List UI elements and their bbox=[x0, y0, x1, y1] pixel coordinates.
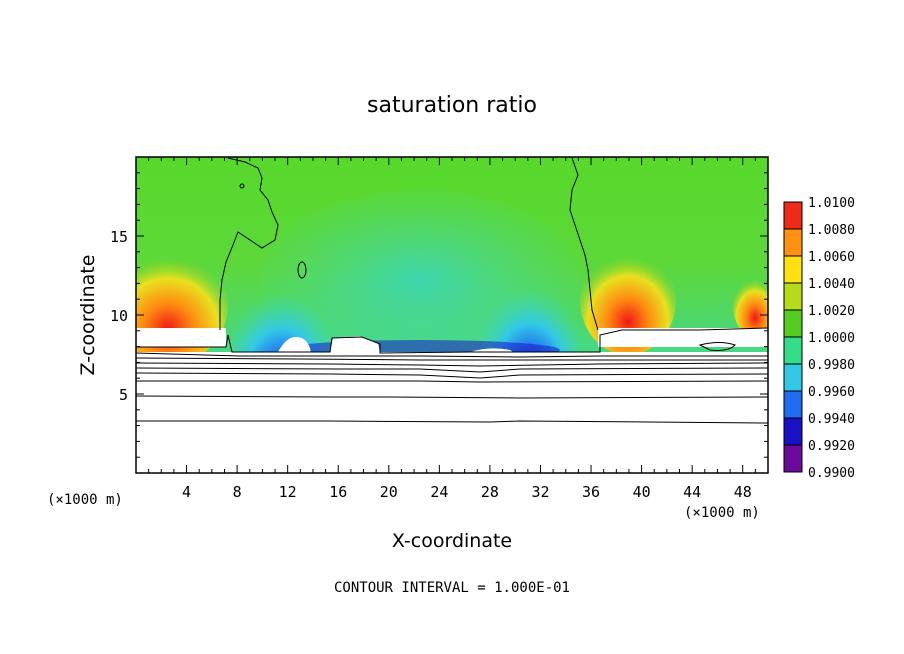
colorbar-label: 0.9980 bbox=[808, 358, 855, 373]
y-axis-ticks: 5 10 15 bbox=[110, 172, 768, 458]
contour-interval-note: CONTOUR INTERVAL = 1.000E-01 bbox=[334, 580, 570, 596]
colorbar-swatch bbox=[784, 337, 802, 364]
x-tick-label: 40 bbox=[633, 483, 651, 501]
colorbar-swatch bbox=[784, 202, 802, 229]
colorbar-label: 0.9920 bbox=[808, 439, 855, 454]
x-tick-label: 24 bbox=[430, 483, 448, 501]
chart-title: saturation ratio bbox=[367, 93, 537, 118]
heatmap-field bbox=[136, 157, 768, 473]
x-axis-label: X-coordinate bbox=[392, 530, 512, 552]
y-tick-label: 15 bbox=[110, 228, 128, 246]
y-tick-label: 10 bbox=[110, 307, 128, 325]
x-tick-label: 16 bbox=[329, 483, 347, 501]
colorbar-swatch bbox=[784, 418, 802, 445]
colorbar-swatch bbox=[784, 229, 802, 256]
colorbar-swatch bbox=[784, 364, 802, 391]
colorbar-swatch bbox=[784, 283, 802, 310]
x-axis-ticks: 4 8 12 16 20 24 28 32 36 40 44 48 bbox=[148, 157, 756, 501]
y-axis-label: Z-coordinate bbox=[77, 255, 99, 376]
colorbar-label: 1.0000 bbox=[808, 331, 855, 346]
colorbar-label: 0.9960 bbox=[808, 385, 855, 400]
x-tick-label: 4 bbox=[182, 483, 191, 501]
x-unit-right: (×1000 m) bbox=[684, 505, 760, 521]
colorbar-label: 0.9900 bbox=[808, 466, 855, 481]
colorbar-swatch bbox=[784, 310, 802, 337]
x-tick-label: 8 bbox=[233, 483, 242, 501]
x-tick-label: 28 bbox=[481, 483, 499, 501]
colorbar-label: 1.0100 bbox=[808, 196, 855, 211]
colorbar-label: 1.0020 bbox=[808, 304, 855, 319]
colorbar-label: 1.0060 bbox=[808, 250, 855, 265]
y-tick-label: 5 bbox=[119, 386, 128, 404]
colorbar-swatch bbox=[784, 445, 802, 472]
x-tick-label: 36 bbox=[582, 483, 600, 501]
colorbar-label: 1.0080 bbox=[808, 223, 855, 238]
contour-lines bbox=[136, 157, 768, 424]
colorbar-swatch bbox=[784, 256, 802, 283]
colorbar-swatch bbox=[784, 391, 802, 418]
x-tick-label: 12 bbox=[279, 483, 297, 501]
colorbar-label: 1.0040 bbox=[808, 277, 855, 292]
x-tick-label: 44 bbox=[683, 483, 701, 501]
x-unit-left: (×1000 m) bbox=[47, 492, 123, 508]
colorbar: 0.9900 0.9920 0.9940 0.9960 0.9980 1.0000 1.00… bbox=[783, 196, 855, 481]
colorbar-label: 0.9940 bbox=[808, 412, 855, 427]
x-tick-label: 32 bbox=[531, 483, 549, 501]
x-tick-label: 20 bbox=[380, 483, 398, 501]
x-tick-label: 48 bbox=[734, 483, 752, 501]
